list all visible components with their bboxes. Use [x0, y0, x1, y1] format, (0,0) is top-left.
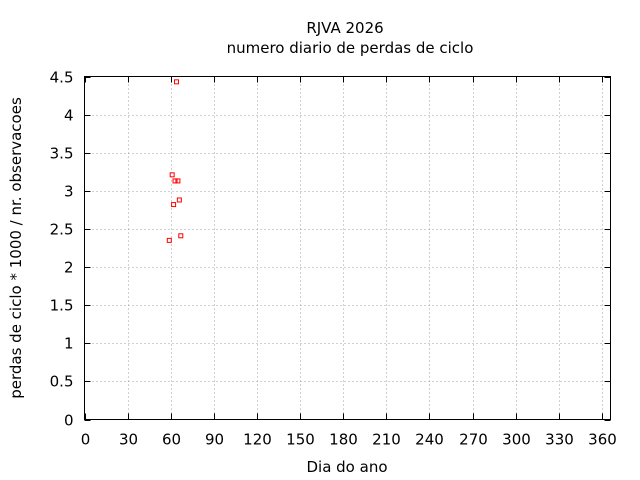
data-point — [173, 79, 179, 85]
x-tick-label: 120 — [243, 431, 272, 449]
y-tick-label: 0.5 — [50, 373, 74, 391]
x-tick-label: 30 — [119, 431, 138, 449]
data-points — [166, 79, 184, 243]
x-tick-label: 150 — [286, 431, 315, 449]
chart-subtitle: numero diario de perdas de ciclo — [227, 39, 474, 57]
data-point — [178, 233, 184, 239]
chart-title: RJVA 2026 — [306, 19, 383, 37]
x-axis-label: Dia do ano — [306, 458, 387, 476]
data-point — [166, 237, 172, 243]
y-tick-label: 4.5 — [50, 69, 74, 87]
data-point — [176, 197, 182, 203]
grid-lines — [84, 76, 611, 420]
y-tick-label: 3 — [64, 183, 74, 201]
x-tick-label: 360 — [588, 431, 617, 449]
y-tick-label: 1.5 — [50, 297, 74, 315]
data-point — [171, 202, 177, 208]
x-tick-label: 90 — [205, 431, 224, 449]
data-point — [175, 178, 181, 184]
y-tick-label: 3.5 — [50, 145, 74, 163]
x-tick-label: 330 — [545, 431, 574, 449]
y-tick-label: 1 — [64, 335, 74, 353]
data-point — [169, 172, 175, 178]
y-tick-label: 2 — [64, 259, 74, 277]
plot-area-border — [84, 76, 611, 420]
data-point — [172, 178, 178, 184]
x-tick-label: 0 — [81, 431, 91, 449]
axis-ticks: 0 30 60 90 120 150 180 210 240 270 300 330 360 0 0.5 1 1… — [50, 69, 617, 449]
x-tick-label: 210 — [372, 431, 401, 449]
y-tick-label: 2.5 — [50, 221, 74, 239]
y-axis-label: perdas de ciclo * 1000 / nr. observacoes — [7, 97, 25, 399]
x-tick-label: 300 — [502, 431, 531, 449]
x-tick-label: 60 — [162, 431, 181, 449]
x-tick-label: 270 — [459, 431, 488, 449]
y-tick-label: 0 — [64, 412, 74, 430]
x-tick-label: 240 — [415, 431, 444, 449]
y-tick-label: 4 — [64, 107, 74, 125]
x-tick-label: 180 — [329, 431, 358, 449]
